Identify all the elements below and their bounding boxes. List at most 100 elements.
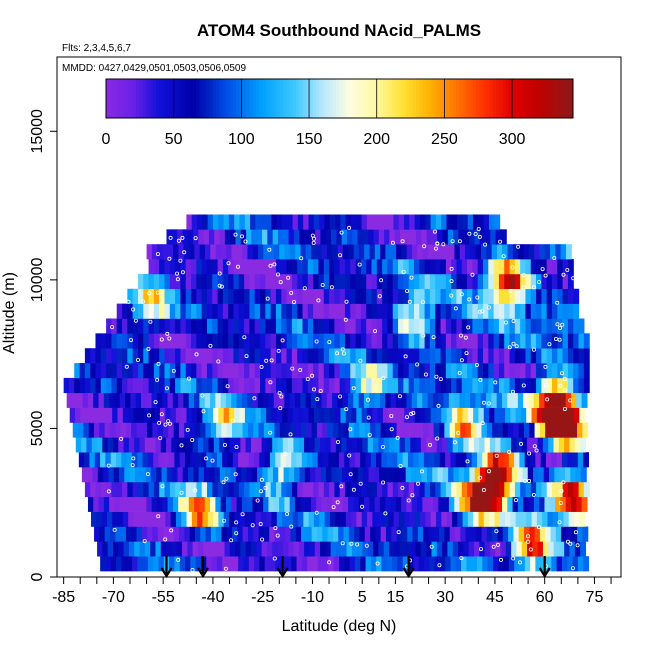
curtain-cell (127, 363, 134, 379)
curtain-cell (382, 333, 389, 349)
curtain-cell (288, 437, 295, 453)
curtain-cell (413, 452, 420, 468)
curtain-cell (398, 259, 404, 275)
curtain-cell (183, 244, 190, 260)
sample-point (558, 325, 563, 330)
curtain-cell (256, 229, 263, 245)
curtain-cell (525, 377, 532, 394)
curtain-cell (422, 496, 429, 512)
curtain-cell (376, 318, 383, 334)
curtain-cell (263, 392, 269, 408)
curtain-cell (241, 496, 248, 512)
curtain-cell (361, 214, 368, 230)
x-tick-label: -70 (102, 589, 125, 606)
curtain-cell (483, 481, 489, 498)
curtain-cell (461, 363, 468, 379)
curtain-cell (514, 303, 521, 319)
curtain-cell (423, 452, 430, 468)
curtain-cell (328, 452, 335, 468)
curtain-cell (493, 333, 500, 349)
curtain-cell (362, 541, 369, 557)
sample-point (555, 300, 560, 305)
x-tick-label: 45 (486, 589, 504, 606)
curtain-cell (286, 259, 293, 275)
x-tick-label: -10 (301, 589, 324, 606)
sample-point (367, 432, 372, 437)
curtain-cell (141, 422, 148, 438)
curtain-cell (74, 363, 81, 379)
curtain-cell (249, 303, 256, 319)
curtain-cell (280, 452, 287, 468)
sample-point (458, 333, 463, 338)
curtain-cell (350, 288, 357, 304)
curtain-cell (471, 452, 478, 468)
curtain-cell (303, 511, 310, 527)
x-tick-label: 75 (586, 589, 604, 606)
curtain-cell (541, 333, 548, 349)
curtain-cell (350, 273, 357, 290)
sample-point (568, 398, 573, 403)
curtain-cell (578, 481, 585, 498)
curtain-cell (523, 496, 530, 512)
colorbar-cell (332, 79, 337, 118)
curtain-cell (216, 422, 222, 438)
curtain-cell (145, 467, 152, 483)
curtain-cell (122, 318, 128, 334)
curtain-cell (164, 348, 171, 364)
curtain-cell (451, 288, 458, 304)
curtain-cell (536, 288, 542, 304)
colorbar-cell (409, 79, 414, 118)
curtain-cell (348, 244, 355, 260)
curtain-cell (320, 229, 327, 245)
sample-point (175, 277, 180, 282)
sample-point (478, 547, 483, 552)
curtain-cell (260, 348, 266, 364)
curtain-cell (422, 392, 429, 408)
sample-point (184, 500, 189, 505)
curtain-cell (77, 392, 84, 408)
curtain-cell (140, 467, 147, 483)
sample-point (182, 250, 187, 255)
curtain-cell (111, 363, 118, 379)
sample-point (561, 272, 566, 277)
curtain-cell (371, 363, 378, 379)
curtain-cell (408, 333, 415, 349)
curtain-cell (557, 363, 564, 379)
curtain-cell (222, 303, 229, 319)
curtain-cell (313, 288, 320, 304)
curtain-cell (360, 556, 367, 572)
curtain-cell (525, 318, 532, 334)
curtain-cell (286, 333, 293, 349)
curtain-cell (169, 259, 176, 275)
curtain-cell (95, 363, 102, 379)
curtain-cell (498, 259, 505, 275)
curtain-cell (419, 333, 426, 349)
profile-arrows (160, 556, 551, 579)
curtain-cell (467, 481, 474, 498)
curtain-cell (279, 526, 286, 542)
curtain-cell (449, 422, 456, 438)
curtain-cell (159, 259, 166, 275)
curtain-cell (191, 318, 197, 334)
curtain-cell (123, 541, 130, 557)
curtain-cell (473, 437, 480, 453)
curtain-cell (429, 348, 436, 364)
sample-point (133, 318, 138, 323)
curtain-cell (369, 392, 376, 408)
curtain-cell (567, 481, 574, 498)
curtain-cell (201, 259, 208, 275)
curtain-cell (339, 303, 346, 319)
curtain-cell (543, 467, 550, 483)
curtain-cell (496, 392, 503, 408)
sample-point (314, 510, 319, 515)
curtain-cell (459, 244, 466, 260)
curtain-cell (395, 392, 402, 408)
colorbar-cell (436, 79, 441, 118)
curtain-cell (425, 214, 432, 230)
curtain-cell (136, 526, 143, 542)
curtain-cell (132, 481, 139, 498)
curtain-cell (128, 437, 135, 453)
curtain-cell (330, 541, 337, 557)
sample-point (466, 325, 471, 330)
sample-point (558, 500, 563, 505)
